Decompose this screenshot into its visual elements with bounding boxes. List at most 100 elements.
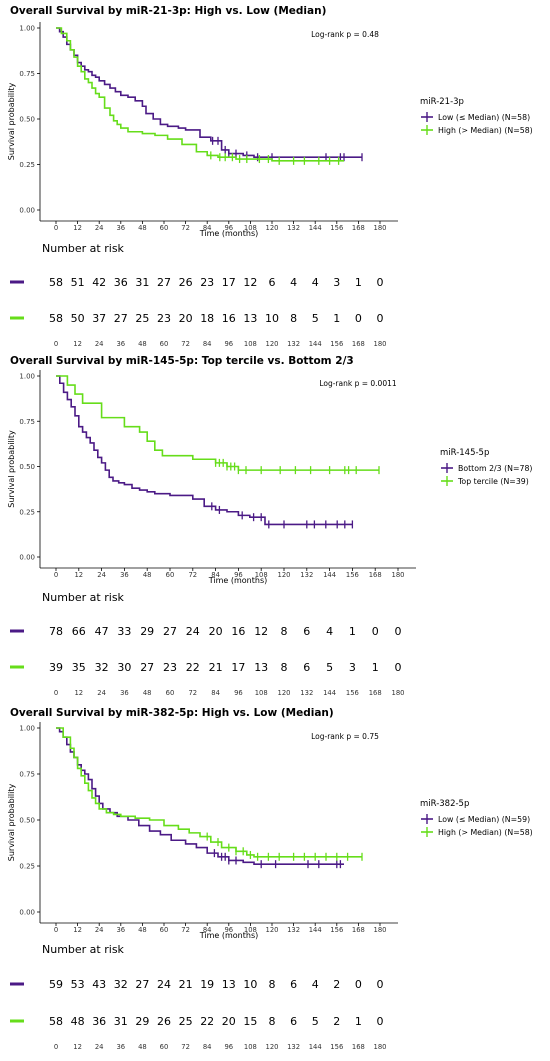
risk-count: 12	[243, 276, 257, 289]
risk-time-label: 168	[352, 340, 365, 348]
risk-time-label: 24	[95, 340, 104, 348]
risk-time-label: 168	[369, 689, 382, 697]
risk-count: 0	[377, 312, 384, 325]
risk-count: 20	[179, 312, 193, 325]
x-tick-label: 72	[181, 926, 190, 934]
risk-count: 29	[135, 1015, 149, 1028]
risk-count: 12	[254, 625, 268, 638]
risk-count: 1	[355, 276, 362, 289]
risk-count: 4	[290, 276, 297, 289]
risk-time-label: 180	[392, 689, 405, 697]
x-axis-label: Time (months)	[199, 229, 259, 238]
risk-count: 32	[95, 661, 109, 674]
risk-count: 5	[312, 312, 319, 325]
risk-count: 66	[72, 625, 86, 638]
risk-count: 26	[157, 1015, 171, 1028]
risk-count: 27	[135, 978, 149, 991]
risk-count: 33	[117, 625, 131, 638]
chart-title: Overall Survival by miR-145-5p: Top terc…	[10, 355, 354, 367]
risk-count: 6	[303, 661, 310, 674]
risk-count: 20	[209, 625, 223, 638]
km-panel-1: Overall Survival by miR-21-3p: High vs. …	[7, 5, 533, 348]
risk-count: 10	[265, 312, 279, 325]
risk-count: 2	[333, 978, 340, 991]
legend-title: miR-21-3p	[420, 97, 464, 107]
x-tick-label: 48	[143, 571, 152, 579]
x-tick-label: 84	[203, 224, 212, 232]
x-tick-label: 156	[330, 224, 343, 232]
risk-count: 58	[49, 1015, 63, 1028]
risk-count: 1	[372, 661, 379, 674]
risk-count: 17	[222, 276, 236, 289]
risk-time-label: 156	[346, 689, 359, 697]
x-axis-label: Time (months)	[199, 931, 259, 940]
x-tick-label: 60	[166, 571, 175, 579]
legend-title: miR-145-5p	[440, 448, 489, 458]
risk-count: 58	[49, 276, 63, 289]
survival-curve-2	[56, 727, 362, 858]
risk-count: 36	[114, 276, 128, 289]
chart-title: Overall Survival by miR-382-5p: High vs.…	[10, 707, 334, 719]
risk-count: 27	[114, 312, 128, 325]
risk-count: 13	[254, 661, 268, 674]
risk-count: 5	[312, 1015, 319, 1028]
risk-count: 6	[269, 276, 276, 289]
x-tick-label: 36	[116, 926, 125, 934]
x-tick-label: 12	[73, 224, 82, 232]
risk-time-label: 0	[54, 689, 58, 697]
risk-time-label: 120	[266, 340, 279, 348]
legend-label-1: Bottom 2/3 (N=78)	[458, 464, 532, 473]
risk-count: 32	[114, 978, 128, 991]
risk-count: 22	[200, 1015, 214, 1028]
x-tick-label: 12	[74, 571, 83, 579]
risk-count: 53	[71, 978, 85, 991]
risk-count: 0	[355, 312, 362, 325]
risk-count: 2	[333, 1015, 340, 1028]
y-tick-label: 1.00	[19, 373, 35, 381]
legend-label-2: Top tercile (N=39)	[457, 477, 529, 486]
risk-time-label: 36	[116, 1043, 125, 1051]
risk-count: 48	[71, 1015, 85, 1028]
survival-curve-2	[56, 27, 344, 162]
x-tick-label: 72	[188, 571, 197, 579]
y-tick-label: 1.00	[19, 725, 35, 733]
risk-time-label: 108	[244, 1043, 257, 1051]
risk-time-label: 168	[352, 1043, 365, 1051]
risk-time-label: 156	[330, 1043, 343, 1051]
x-tick-label: 120	[278, 571, 291, 579]
risk-time-label: 48	[143, 689, 152, 697]
x-tick-label: 84	[203, 926, 212, 934]
risk-time-label: 144	[309, 340, 322, 348]
risk-time-label: 24	[95, 1043, 104, 1051]
y-tick-label: 0.50	[19, 463, 35, 471]
risk-count: 18	[200, 312, 214, 325]
x-tick-label: 84	[211, 571, 220, 579]
x-tick-label: 36	[116, 224, 125, 232]
logrank-annotation: Log-rank p = 0.48	[311, 30, 379, 39]
risk-count: 31	[135, 276, 149, 289]
risk-time-label: 72	[181, 340, 190, 348]
risk-time-label: 72	[181, 1043, 190, 1051]
risk-count: 6	[303, 625, 310, 638]
risk-count: 0	[395, 625, 402, 638]
risk-count: 0	[355, 978, 362, 991]
x-tick-label: 144	[309, 224, 322, 232]
risk-count: 4	[312, 276, 319, 289]
risk-time-label: 84	[203, 340, 212, 348]
risk-count: 1	[355, 1015, 362, 1028]
risk-count: 23	[200, 276, 214, 289]
risk-count: 22	[186, 661, 200, 674]
risk-time-label: 132	[287, 340, 300, 348]
x-tick-label: 108	[244, 224, 257, 232]
risk-table-title: Number at risk	[42, 591, 125, 604]
y-axis-label: Survival probability	[7, 430, 16, 508]
risk-count: 1	[349, 625, 356, 638]
x-tick-label: 120	[266, 926, 279, 934]
risk-count: 27	[140, 661, 154, 674]
x-tick-label: 96	[234, 571, 243, 579]
risk-time-label: 156	[330, 340, 343, 348]
x-tick-label: 24	[97, 571, 106, 579]
x-tick-label: 12	[73, 926, 82, 934]
logrank-annotation: Log-rank p = 0.75	[311, 732, 379, 741]
